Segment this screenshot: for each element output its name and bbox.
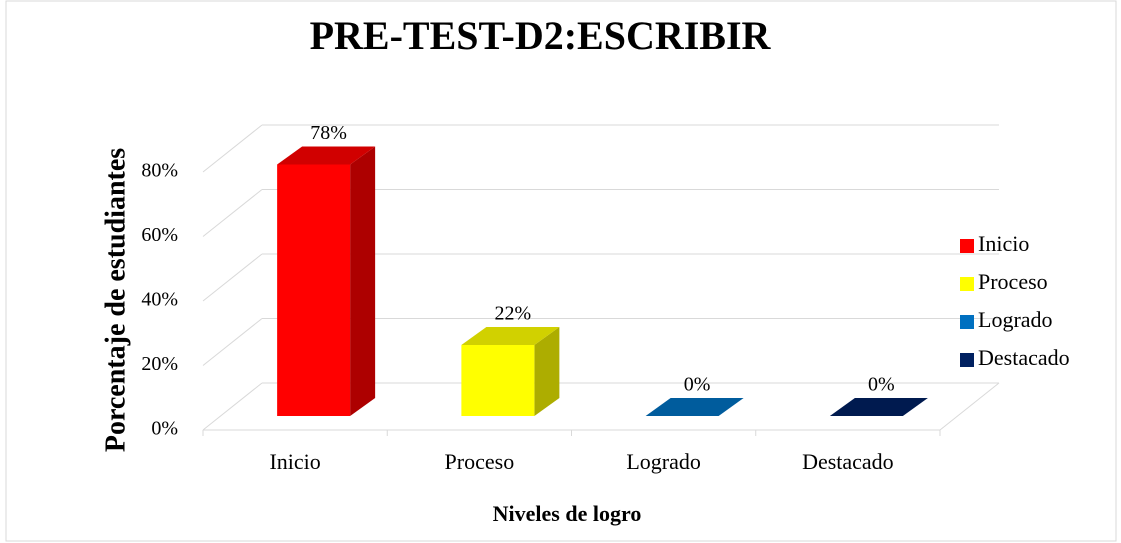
- x-tick-label: Logrado: [626, 449, 701, 474]
- bar-front: [277, 164, 351, 416]
- x-tick-label: Inicio: [269, 449, 320, 474]
- x-tick-label: Destacado: [802, 449, 894, 474]
- chart-border: [5, 0, 1117, 542]
- bar-side: [350, 146, 376, 416]
- bar-top: [829, 398, 928, 416]
- y-tick-label: 0%: [151, 418, 178, 440]
- value-label: 22%: [495, 303, 532, 325]
- grid-line-side: [202, 318, 263, 366]
- legend-swatch: [960, 315, 974, 329]
- bar-top: [461, 327, 560, 346]
- legend-swatch: [960, 277, 974, 291]
- value-label: 0%: [684, 374, 711, 396]
- floor-right: [939, 382, 1000, 431]
- value-label: 0%: [868, 374, 895, 396]
- x-axis-title: Niveles de logro: [493, 501, 642, 526]
- bar-side: [534, 327, 560, 416]
- bar-front: [461, 345, 535, 416]
- y-axis-title: Porcentaje de estudiantes: [100, 148, 131, 452]
- legend-swatch: [960, 353, 974, 367]
- grid-line-side: [202, 124, 263, 173]
- y-tick-label: 20%: [141, 353, 178, 375]
- grid-line-side: [202, 253, 263, 302]
- legend-label: Destacado: [978, 345, 1070, 370]
- grid-line-side: [202, 382, 263, 431]
- legend-label: Logrado: [978, 307, 1053, 332]
- legend-swatch: [960, 239, 974, 253]
- legend-label: Inicio: [978, 231, 1029, 256]
- bar-top: [645, 398, 744, 416]
- x-tick-label: Proceso: [445, 449, 515, 474]
- y-tick-label: 40%: [141, 289, 178, 311]
- value-label: 78%: [310, 122, 347, 144]
- legend-label: Proceso: [978, 269, 1048, 294]
- bar-top: [277, 146, 376, 165]
- chart-title: PRE-TEST-D2:ESCRIBIR: [310, 13, 772, 58]
- y-tick-label: 80%: [141, 160, 178, 182]
- y-tick-label: 60%: [141, 224, 178, 246]
- grid-line-side: [202, 189, 263, 237]
